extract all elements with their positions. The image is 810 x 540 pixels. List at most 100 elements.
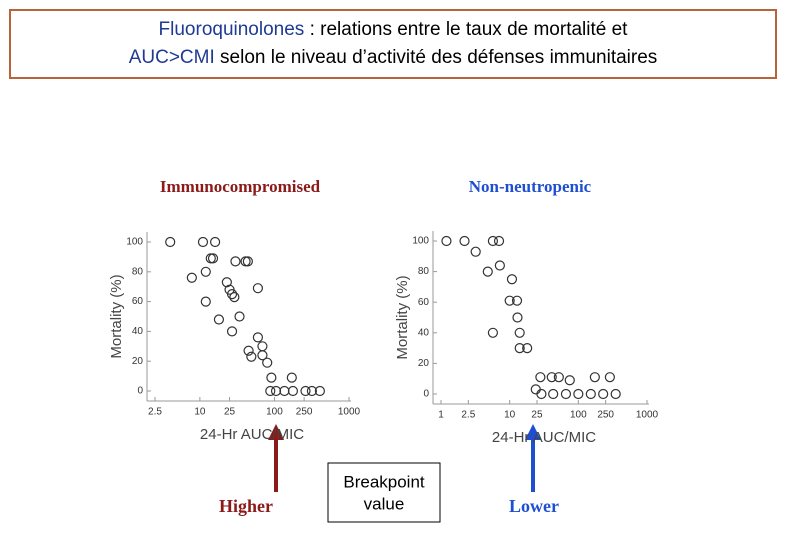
- point: [210, 236, 221, 248]
- point: [165, 236, 176, 248]
- point: [514, 343, 525, 354]
- x-tick-label: 250: [597, 410, 614, 421]
- point: [553, 372, 564, 383]
- point: [487, 327, 499, 338]
- y-tick-label: 0: [423, 389, 429, 400]
- x-axis-label: 24-Hr AUC/MIC: [200, 426, 304, 443]
- arrow-head: [268, 424, 284, 440]
- title-part: selon le niveau d’activité des défenses …: [215, 47, 658, 68]
- x-tick-label: 100: [570, 410, 587, 421]
- point: [279, 385, 290, 397]
- point: [536, 388, 547, 400]
- title-part: : relations entre le taux de mortalité e…: [304, 19, 628, 40]
- point: [585, 388, 596, 400]
- point: [197, 236, 209, 248]
- point: [306, 385, 318, 397]
- y-tick-label: 80: [132, 266, 144, 277]
- point: [598, 388, 609, 400]
- point: [560, 388, 572, 400]
- y-tick-label: 60: [418, 297, 430, 308]
- point: [573, 388, 584, 400]
- point: [226, 326, 238, 337]
- y-tick-label: 100: [126, 237, 143, 248]
- point: [589, 372, 600, 383]
- point: [246, 351, 257, 362]
- point: [300, 385, 311, 397]
- x-tick-label: 1000: [636, 410, 659, 421]
- x-tick-label: 1000: [338, 407, 361, 418]
- y-tick-label: 40: [132, 326, 144, 337]
- point: [604, 372, 615, 383]
- point: [494, 260, 505, 271]
- point: [229, 292, 240, 303]
- x-tick-label: 25: [531, 410, 543, 421]
- title-part: Fluoroquinolones: [159, 19, 305, 40]
- point: [221, 277, 232, 288]
- x-tick-label: 25: [224, 407, 236, 418]
- point: [257, 350, 268, 361]
- point: [512, 312, 523, 323]
- y-tick-label: 20: [132, 356, 144, 367]
- point: [213, 314, 225, 325]
- point: [200, 266, 211, 277]
- point: [459, 235, 470, 247]
- y-axis-label: Mortality (%): [394, 275, 411, 359]
- point: [243, 345, 254, 356]
- point: [266, 372, 277, 383]
- title-line: AUC>CMI selon le niveau d’activité des d…: [129, 47, 658, 68]
- x-tick-label: 250: [296, 407, 313, 418]
- x-tick-label: 10: [194, 407, 206, 418]
- arrow-head: [525, 424, 541, 440]
- chart-title: Immunocompromised: [160, 177, 321, 196]
- point: [265, 385, 276, 397]
- x-tick-label: 2.5: [148, 407, 162, 418]
- point: [504, 295, 515, 306]
- point: [530, 384, 541, 395]
- title-line: Fluoroquinolones : relations entre le ta…: [159, 19, 629, 40]
- point: [546, 372, 557, 383]
- point: [252, 283, 264, 294]
- point: [441, 235, 452, 247]
- point: [186, 272, 197, 283]
- point: [242, 256, 253, 267]
- point: [234, 311, 245, 322]
- point: [207, 253, 219, 264]
- x-axis-label: 24-Hr AUC/MIC: [492, 429, 596, 446]
- y-tick-label: 20: [418, 358, 430, 369]
- y-tick-label: 60: [132, 296, 144, 307]
- point: [230, 256, 241, 267]
- breakpoint-box: [327, 462, 441, 523]
- point: [511, 295, 523, 306]
- y-tick-label: 0: [137, 386, 143, 397]
- x-tick-label: 1: [438, 410, 444, 421]
- point: [252, 332, 264, 343]
- y-tick-label: 100: [412, 236, 429, 247]
- point: [548, 388, 559, 400]
- x-tick-label: 2.5: [461, 410, 475, 421]
- chart-title: Non-neutropenic: [469, 177, 592, 196]
- y-tick-label: 80: [418, 266, 430, 277]
- point: [270, 385, 282, 397]
- title-box: [9, 9, 777, 79]
- y-tick-label: 40: [418, 327, 430, 338]
- point: [610, 388, 621, 400]
- point: [522, 343, 533, 354]
- annotation: Lower: [509, 496, 559, 516]
- point: [262, 357, 273, 368]
- point: [226, 289, 238, 300]
- point: [470, 246, 481, 257]
- point: [240, 256, 251, 267]
- point: [482, 266, 493, 277]
- point: [493, 235, 505, 247]
- title-part: AUC>CMI: [129, 47, 215, 68]
- point: [564, 375, 575, 386]
- point: [205, 253, 216, 264]
- annotation: Breakpoint: [343, 472, 425, 491]
- x-tick-label: 10: [504, 410, 516, 421]
- point: [286, 372, 297, 383]
- point: [487, 235, 499, 247]
- point: [506, 274, 518, 285]
- annotation: Higher: [219, 496, 273, 516]
- point: [535, 372, 546, 383]
